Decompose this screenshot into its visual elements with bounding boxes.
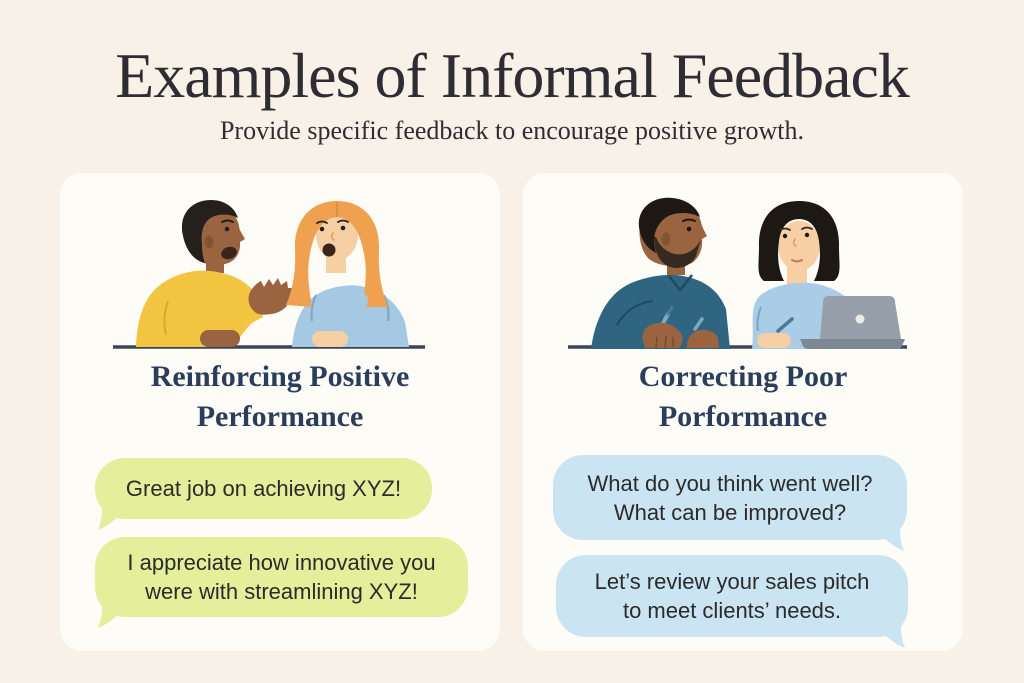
page-subtitle: Provide specific feedback to encourage p… (219, 116, 805, 145)
laptop-base (800, 339, 905, 349)
pen-3 (776, 317, 794, 333)
man-teal-shirt (591, 197, 730, 349)
woman-eye-left (319, 226, 325, 232)
woman-smiling-mouth (322, 243, 336, 257)
panel-reinforcing-positive-performance: Reinforcing Positive Performance Great j… (60, 173, 500, 651)
man-gesturing-hand (248, 278, 294, 315)
woman-hand-on-table (757, 333, 791, 348)
man-ear (661, 232, 671, 246)
page-title: Examples of Informal Feedback (115, 40, 910, 111)
speech-bubble-correcting-1: What do you think went well? What can be… (553, 455, 907, 540)
man-beard (654, 237, 701, 268)
illustration-two-people-reviewing-laptop (568, 197, 907, 349)
man-yellow-sweater (136, 200, 294, 347)
woman-eye-left (782, 233, 788, 239)
speech-bubble-positive-1: Great job on achieving XYZ! (95, 458, 432, 519)
woman-hand-on-table (312, 331, 348, 347)
pen-2 (693, 317, 704, 331)
man-hair (181, 200, 238, 263)
man-eye (224, 226, 230, 232)
man-ear (204, 235, 214, 249)
shirt-collar (668, 274, 693, 293)
man-hand-on-table (200, 330, 240, 347)
woman-hair (758, 201, 840, 281)
man-resting-hand (686, 329, 719, 348)
woman-mouth (791, 259, 803, 263)
speech-bubble-positive-2: I appreciate how innovative you were wit… (95, 537, 468, 617)
woman-eye-right (340, 225, 346, 231)
man-eye (686, 226, 692, 232)
panel-heading-reinforcing: Reinforcing Positive Performance (150, 360, 410, 433)
laptop-logo (855, 314, 865, 324)
woman-orange-hair (286, 201, 409, 347)
laptop (800, 296, 905, 349)
man-smiling-mouth (221, 246, 237, 260)
speech-bubble-correcting-2: Let’s review your sales pitch to meet cl… (556, 555, 908, 637)
panel-heading-correcting: Correcting Poor Porformance (638, 360, 848, 433)
illustration-two-people-talking (113, 200, 425, 349)
woman-hair (286, 201, 388, 307)
panel-correcting-poor-performance: Correcting Poor Porformance What do you … (523, 173, 963, 651)
woman-eye-right (804, 232, 810, 238)
man-hair (638, 197, 700, 253)
